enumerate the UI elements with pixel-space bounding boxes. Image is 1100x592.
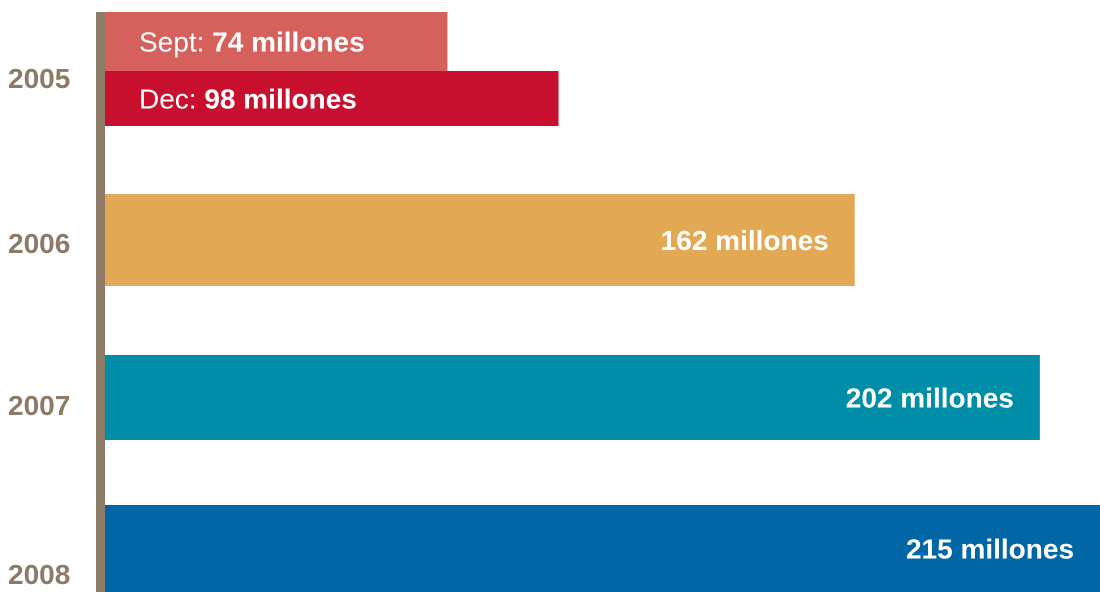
bar-label-prefix: Sept: bbox=[139, 27, 212, 58]
y-axis-line bbox=[96, 12, 105, 592]
bars-layer bbox=[105, 12, 1100, 592]
bar-2005-0 bbox=[105, 12, 448, 71]
year-label-2007: 2007 bbox=[8, 390, 70, 421]
bar-label-value: 215 millones bbox=[906, 534, 1074, 565]
bar-value-label: 162 millones bbox=[661, 225, 829, 256]
bar-value-label: 202 millones bbox=[846, 383, 1014, 414]
bar-label-value: 162 millones bbox=[661, 225, 829, 256]
bar-value-label: Dec: 98 millones bbox=[139, 84, 357, 115]
year-label-2006: 2006 bbox=[8, 228, 70, 259]
year-label-2008: 2008 bbox=[8, 559, 70, 590]
bar-2005-1 bbox=[105, 71, 559, 126]
bar-value-label: 215 millones bbox=[906, 534, 1074, 565]
bar-value-label: Sept: 74 millones bbox=[139, 27, 365, 58]
bar-label-value: 202 millones bbox=[846, 383, 1014, 414]
bar-2007-3 bbox=[105, 355, 1040, 440]
bar-label-value: 98 millones bbox=[204, 84, 357, 115]
bar-label-prefix: Dec: bbox=[139, 84, 204, 115]
year-labels-layer: Sept: 74 millones Dec: 98 millones 162 mil… bbox=[8, 27, 1074, 591]
year-label-2005: 2005 bbox=[8, 63, 70, 94]
bar-2008-4 bbox=[105, 505, 1100, 592]
bar-2006-2 bbox=[105, 194, 855, 286]
bar-label-value: 74 millones bbox=[212, 27, 365, 58]
